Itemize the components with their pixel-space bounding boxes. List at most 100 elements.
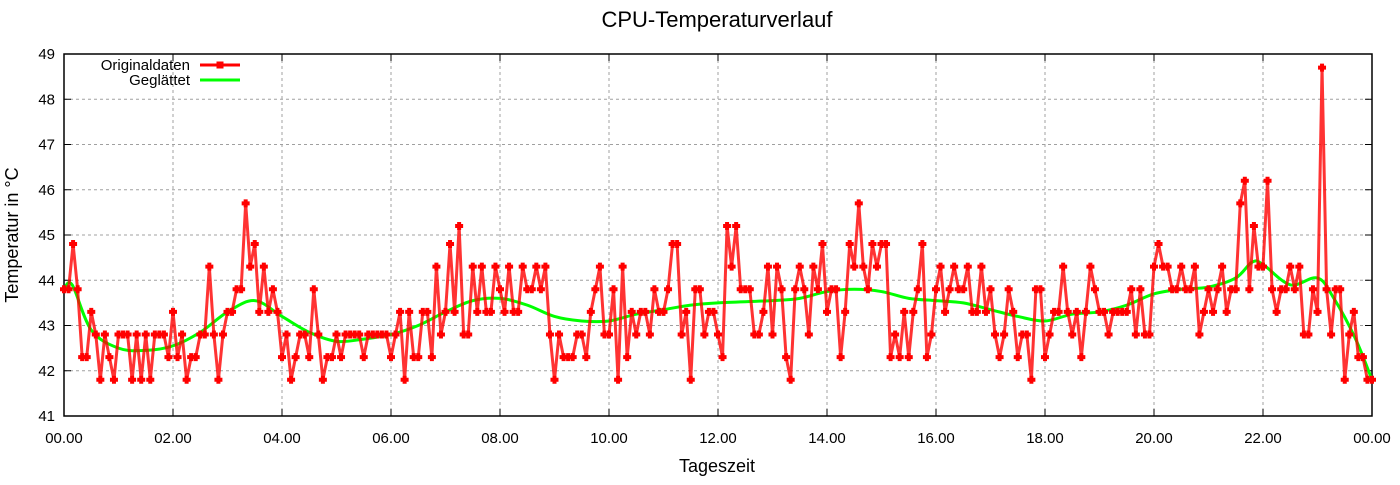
y-tick-label: 47 [38,137,55,154]
data-point-marker [173,353,182,362]
data-point-marker [800,285,809,294]
data-point-marker [1104,330,1113,339]
data-point-marker [214,375,223,384]
data-point-marker [641,307,650,316]
data-point-marker [872,262,881,271]
data-point-marker [359,353,368,362]
data-point-marker [514,307,523,316]
data-point-marker [986,285,995,294]
data-point-marker [763,262,772,271]
data-point-marker [237,285,246,294]
data-point-marker [141,330,150,339]
data-point-marker [1213,285,1222,294]
data-point-marker [709,307,718,316]
data-point-marker [1199,307,1208,316]
data-point-marker [1336,285,1345,294]
data-point-marker [1240,176,1249,185]
data-point-marker [841,307,850,316]
data-point-marker [123,330,132,339]
data-point-marker [682,307,691,316]
data-point-marker [464,330,473,339]
data-point-marker [614,375,623,384]
x-tick-label: 06.00 [372,430,410,447]
data-point-marker [1190,262,1199,271]
data-point-marker [618,262,627,271]
data-point-marker [468,262,477,271]
data-point-marker [768,330,777,339]
data-point-marker [1186,285,1195,294]
data-point-marker [337,353,346,362]
data-point-marker [287,375,296,384]
data-point-marker [277,353,286,362]
data-point-marker [332,330,341,339]
data-point-marker [128,375,137,384]
data-point-marker [859,262,868,271]
data-point-marker [555,330,564,339]
data-point-marker [414,353,423,362]
x-axis-label: Tageszeit [679,456,755,476]
data-point-marker [282,330,291,339]
x-tick-label: 12.00 [699,430,737,447]
data-point-marker [318,375,327,384]
data-point-marker [268,285,277,294]
data-point-marker [604,330,613,339]
data-point-marker [1313,307,1322,316]
data-point-marker [505,262,514,271]
x-tick-label: 16.00 [917,430,955,447]
data-point-marker [441,307,450,316]
x-tick-label: 02.00 [154,430,192,447]
data-point-marker [1281,285,1290,294]
data-point-marker [1059,262,1068,271]
data-point-marker [159,330,168,339]
data-point-marker [977,262,986,271]
data-point-marker [686,375,695,384]
data-point-marker [69,240,78,249]
data-point-marker [891,330,900,339]
data-point-marker [1045,330,1054,339]
y-tick-label: 45 [38,227,55,244]
data-point-marker [396,307,405,316]
data-point-marker [659,307,668,316]
grid [64,54,1372,416]
data-point-marker [836,353,845,362]
x-tick-label: 00.00 [1353,430,1391,447]
y-tick-label: 43 [38,318,55,335]
data-point-marker [1036,285,1045,294]
y-tick-label: 46 [38,182,55,199]
data-point-marker [1209,307,1218,316]
data-point-marker [391,330,400,339]
legend-label-smoothed: Geglättet [129,72,191,89]
data-point-marker [436,330,445,339]
data-point-marker [822,307,831,316]
data-point-marker [536,285,545,294]
data-point-marker [255,307,264,316]
y-tick-label: 41 [38,408,55,425]
data-point-marker [541,262,550,271]
data-point-marker [164,353,173,362]
data-point-marker [405,307,414,316]
data-point-marker [1040,353,1049,362]
data-point-marker [1195,330,1204,339]
data-point-marker [73,285,82,294]
data-point-marker [209,330,218,339]
data-point-marker [818,240,827,249]
data-point-marker [241,199,250,208]
data-point-marker [931,285,940,294]
data-point-marker [845,240,854,249]
data-point-marker [927,330,936,339]
y-tick-label: 49 [38,46,55,63]
data-point-marker [314,330,323,339]
data-point-marker [1367,375,1376,384]
data-point-marker [1054,307,1063,316]
data-point-marker [105,353,114,362]
data-point-marker [882,240,891,249]
x-tick-label: 22.00 [1244,430,1282,447]
data-point-marker [586,307,595,316]
data-point-marker [1086,262,1095,271]
data-point-marker [1100,307,1109,316]
data-point-marker [1127,285,1136,294]
data-point-marker [591,285,600,294]
data-point-marker [109,375,118,384]
data-point-marker [854,199,863,208]
